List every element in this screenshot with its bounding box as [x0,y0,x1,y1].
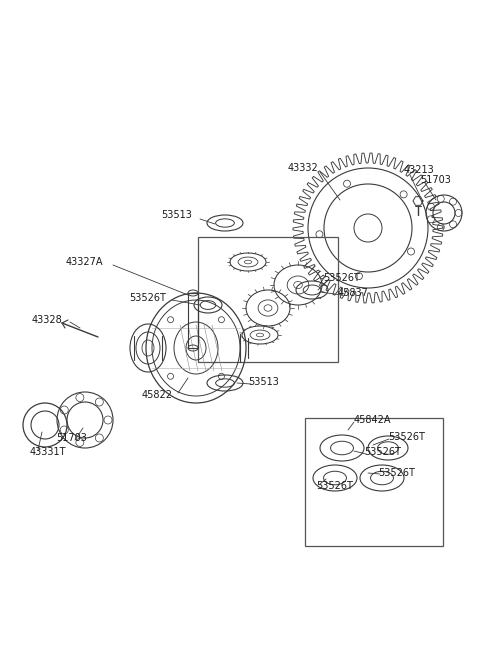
Bar [198,237,338,362]
Text: 53513: 53513 [161,210,192,220]
Bar [188,293,198,348]
Text: 51703: 51703 [57,433,87,443]
Bar [305,418,443,546]
Text: 43327A: 43327A [65,257,103,267]
Text: 53526T: 53526T [323,273,360,283]
Text: 43213: 43213 [404,165,435,175]
Text: 45842A: 45842A [354,415,392,425]
Text: 51703: 51703 [420,175,451,185]
Text: 53526T: 53526T [388,432,425,442]
Text: 45822: 45822 [142,390,173,400]
Text: 53526T: 53526T [364,447,401,457]
Text: 53526T: 53526T [378,468,415,478]
Text: 43332: 43332 [287,163,318,173]
Text: 43328: 43328 [31,315,62,325]
Text: 53526T: 53526T [316,481,353,491]
Text: 45837: 45837 [338,288,369,298]
Text: 53526T: 53526T [129,293,166,303]
Text: 43331T: 43331T [30,447,67,457]
Text: 53513: 53513 [248,377,279,387]
